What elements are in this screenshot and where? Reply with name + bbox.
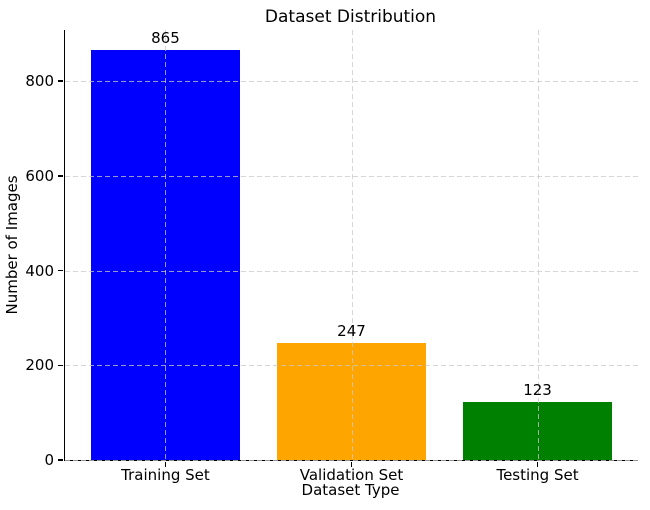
y-tick-mark-400 [58,269,63,272]
gridline-v-0 [165,30,167,460]
bar-0 [91,50,240,460]
chart-title: Dataset Distribution [264,7,437,27]
y-tick-mark-600 [58,175,63,177]
y-axis-label: Number of Images [3,175,21,315]
y-tick-mark-0 [58,459,63,461]
bar-value-label-2: 123 [523,380,552,399]
y-tick-label-800: 800 [25,72,54,91]
x-tick-label-0: Training Set [121,466,210,484]
y-tick-label-0: 0 [44,451,54,469]
x-tick-mark-2 [536,462,539,467]
y-tick-label-600: 600 [25,166,54,185]
bar-1 [277,343,426,460]
bar-2 [463,401,612,460]
y-tick-label-400: 400 [25,261,54,280]
bar-value-label-0: 865 [151,29,180,48]
bar-value-label-1: 247 [337,322,366,341]
x-tick-mark-1 [350,462,353,467]
x-tick-label-1: Validation Set [299,466,404,484]
gridline-h-0 [65,460,638,461]
y-tick-label-200: 200 [25,356,54,375]
x-axis-label: Dataset Type [301,481,400,499]
x-tick-label-2: Testing Set [496,466,579,484]
x-tick-mark-0 [164,462,167,467]
y-tick-mark-200 [58,364,63,367]
gridline-v-2 [537,30,539,460]
plot-area: 0 200 400 600 800 Training Set Validation Set T… [25,29,638,484]
y-tick-mark-800 [58,80,63,82]
gridline-v-1 [351,30,353,460]
